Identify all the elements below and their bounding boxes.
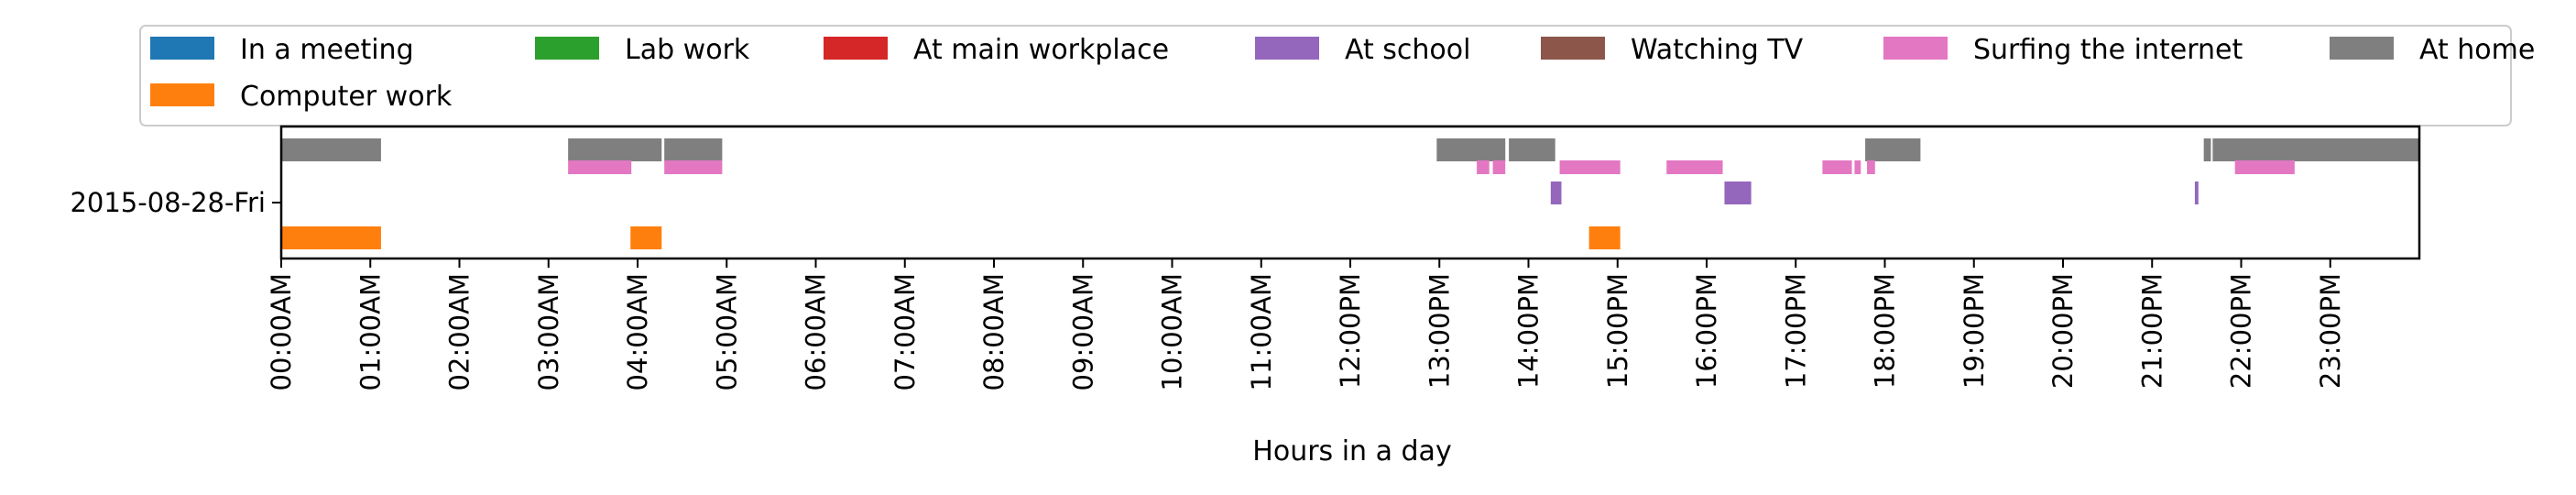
legend-label-at-main-workplace: At main workplace (913, 34, 1169, 66)
bar-at-school (1550, 182, 1562, 204)
bar-at-home (1509, 138, 1555, 161)
bar-surfing-the-internet (2234, 160, 2295, 174)
x-axis-label: Hours in a day (1252, 435, 1451, 468)
legend-label-at-school: At school (1345, 34, 1470, 66)
bar-surfing-the-internet (1477, 160, 1490, 174)
bar-at-home (2203, 138, 2211, 161)
x-tick-label: 03:00AM (533, 273, 564, 390)
x-tick-label: 19:00PM (1959, 273, 1990, 389)
bar-at-home (1436, 138, 1506, 161)
bar-surfing-the-internet (1854, 160, 1861, 174)
x-tick-label: 17:00PM (1780, 273, 1811, 389)
bar-at-school (2194, 182, 2199, 204)
bar-surfing-the-internet (1822, 160, 1852, 174)
x-tick-label: 22:00PM (2226, 273, 2257, 389)
legend-swatch-lab-work (535, 37, 599, 60)
x-tick-label: 07:00AM (890, 273, 921, 390)
bar-at-home (281, 138, 381, 161)
bar-surfing-the-internet (1666, 160, 1723, 174)
x-tick-label: 21:00PM (2136, 273, 2167, 389)
x-tick-label: 11:00AM (1246, 273, 1277, 390)
x-tick-label: 04:00AM (622, 273, 653, 390)
bar-surfing-the-internet (664, 160, 723, 174)
legend-label-at-home: At home (2419, 34, 2535, 66)
x-tick-label: 09:00AM (1067, 273, 1098, 390)
bar-surfing-the-internet (568, 160, 632, 174)
bar-surfing-the-internet (1867, 160, 1875, 174)
x-tick-label: 18:00PM (1870, 273, 1901, 389)
legend-swatch-surfing-the-internet (1883, 37, 1948, 60)
bar-at-school (1724, 182, 1752, 204)
bar-computer-work (281, 226, 381, 249)
bar-at-home (568, 138, 662, 161)
y-axis: 2015-08-28-Fri (70, 187, 281, 218)
x-tick-label: 14:00PM (1513, 273, 1545, 389)
legend-swatch-in-a-meeting (150, 37, 214, 60)
x-axis: 00:00AM 01:00AM 02:00AM 03:00AM 04:00AM 05:00… (266, 258, 2346, 390)
x-tick-label: 00:00AM (266, 273, 297, 390)
x-tick-label: 01:00AM (355, 273, 386, 390)
x-tick-label: 23:00PM (2315, 273, 2346, 389)
bar-surfing-the-internet (1492, 160, 1506, 174)
legend-swatch-at-home (2330, 37, 2394, 60)
legend: In a meeting Lab work At main workplace At … (139, 25, 2535, 126)
bar-at-home (1865, 138, 1921, 161)
legend-label-lab-work: Lab work (625, 34, 750, 66)
x-tick-label: 08:00AM (978, 273, 1010, 390)
legend-swatch-watching-tv (1541, 37, 1605, 60)
legend-swatch-computer-work (150, 83, 214, 106)
legend-label-watching-tv: Watching TV (1631, 34, 1804, 66)
plot-area (279, 125, 2421, 260)
legend-label-surfing-the-internet: Surfing the internet (1973, 34, 2243, 66)
bar-surfing-the-internet (1559, 160, 1621, 174)
x-tick-label: 02:00AM (444, 273, 475, 390)
bar-at-home (2212, 138, 2419, 161)
legend-label-computer-work: Computer work (240, 81, 453, 113)
legend-swatch-at-main-workplace (824, 37, 888, 60)
x-tick-label: 12:00PM (1335, 273, 1366, 389)
x-tick-label: 06:00AM (801, 273, 832, 390)
bar-computer-work (630, 226, 662, 249)
x-tick-label: 10:00AM (1157, 273, 1188, 390)
bar-computer-work (1588, 226, 1621, 249)
x-tick-label: 20:00PM (2047, 273, 2079, 389)
legend-label-in-a-meeting: In a meeting (240, 34, 414, 66)
x-tick-label: 16:00PM (1691, 273, 1722, 389)
legend-swatch-at-school (1255, 37, 1319, 60)
x-tick-label: 05:00AM (711, 273, 742, 390)
x-tick-label: 13:00PM (1424, 273, 1455, 389)
x-tick-label: 15:00PM (1602, 273, 1633, 389)
bar-at-home (664, 138, 723, 161)
y-tick-label: 2015-08-28-Fri (70, 187, 266, 218)
